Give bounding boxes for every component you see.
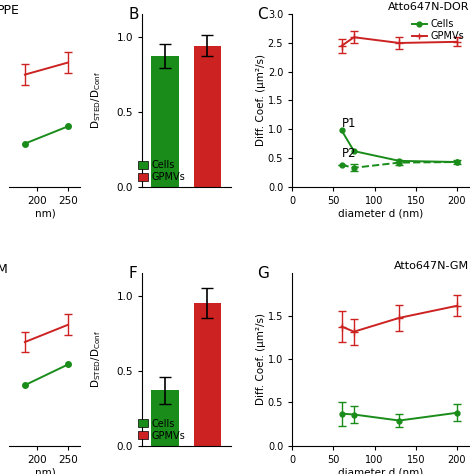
- Bar: [152, 390, 179, 446]
- Text: D$_\mathregular{STED}$/D$_\mathregular{Conf}$: D$_\mathregular{STED}$/D$_\mathregular{C…: [89, 330, 103, 388]
- Text: C: C: [257, 7, 267, 22]
- Bar: [193, 46, 221, 187]
- Text: F: F: [129, 266, 137, 281]
- Bar: [152, 56, 179, 187]
- Legend: Cells, GPMVs: Cells, GPMVs: [138, 419, 185, 441]
- Text: D$_\mathregular{STED}$/D$_\mathregular{Conf}$: D$_\mathregular{STED}$/D$_\mathregular{C…: [89, 72, 103, 129]
- X-axis label: nm): nm): [35, 467, 55, 474]
- Legend: Cells, GPMVs: Cells, GPMVs: [138, 160, 185, 182]
- Text: B: B: [129, 7, 139, 22]
- Text: Atto647N-GM: Atto647N-GM: [394, 261, 469, 271]
- Bar: [193, 303, 221, 446]
- Text: P2: P2: [342, 146, 356, 160]
- Text: Atto647N-DOR: Atto647N-DOR: [388, 2, 469, 12]
- Text: P1: P1: [342, 117, 356, 130]
- Text: PPE: PPE: [0, 4, 19, 17]
- Y-axis label: Diff. Coef. (μm²/s): Diff. Coef. (μm²/s): [256, 55, 266, 146]
- Text: G: G: [257, 266, 269, 281]
- Text: M: M: [0, 263, 8, 276]
- Y-axis label: Diff. Coef. (μm²/s): Diff. Coef. (μm²/s): [256, 313, 266, 405]
- X-axis label: diameter d (nm): diameter d (nm): [338, 467, 423, 474]
- X-axis label: diameter d (nm): diameter d (nm): [338, 209, 423, 219]
- X-axis label: nm): nm): [35, 209, 55, 219]
- Legend: Cells, GPMVs: Cells, GPMVs: [412, 19, 465, 41]
